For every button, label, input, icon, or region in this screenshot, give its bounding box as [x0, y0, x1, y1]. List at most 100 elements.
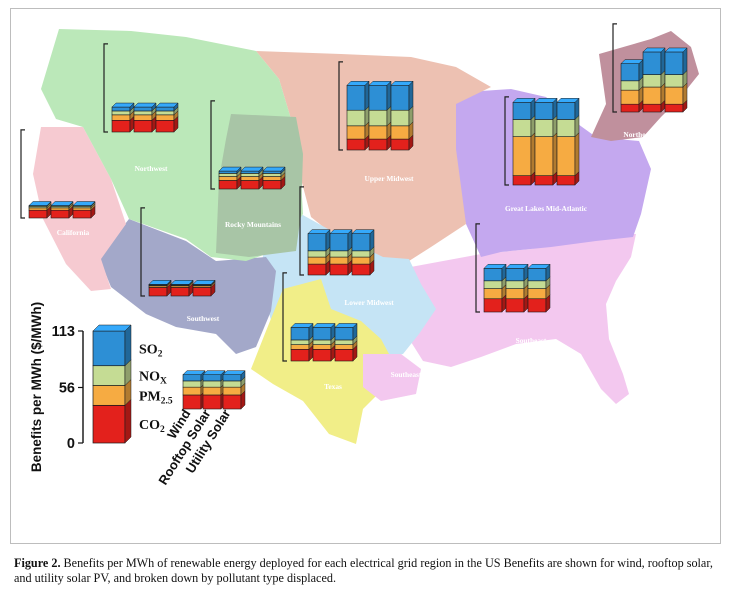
bar-southwest-utility-solar-co2-segment	[192, 287, 212, 297]
bar-lower-midwest-wind-co2-segment	[307, 263, 327, 276]
bar-great-lakes-mid-atlantic-rooftop-solar-co2-segment	[534, 175, 554, 186]
bar-rocky-mountains-wind-nox-segment	[218, 173, 238, 177]
bar-northeast-rooftop-solar-co2-segment	[642, 103, 662, 113]
bar-northwest-rooftop-solar-co2-segment	[133, 120, 153, 133]
bar-california-wind-co2-segment	[28, 209, 48, 219]
bar-california-rooftop-solar-co2-segment	[50, 209, 70, 219]
bar-texas-wind-co2-segment	[290, 348, 310, 362]
bar-lower-midwest-rooftop-solar-co2-segment	[329, 263, 349, 276]
bar-upper-midwest-rooftop-solar	[368, 80, 392, 151]
bar-southeast-wind-top-face	[483, 264, 507, 269]
bar-california-rooftop-solar	[50, 200, 74, 219]
bar-texas-rooftop-solar-pm2-5-segment	[312, 344, 332, 350]
bar-northeast-rooftop-solar-so2-side	[660, 47, 666, 76]
bar-lower-midwest-rooftop-solar-nox-segment	[329, 250, 349, 258]
scale-bracket-northwest	[103, 43, 108, 133]
bar-upper-midwest-rooftop-solar-nox-segment	[368, 109, 388, 127]
bar-rocky-mountains-rooftop-solar-so2-segment	[240, 170, 260, 174]
bar-northeast-utility-solar	[664, 47, 688, 113]
figure-frame: Northwest California Rocky Mountains Southw…	[10, 8, 721, 544]
bar-northeast-utility-solar-nox-segment	[664, 74, 684, 88]
region-label-southwest: Southwest	[187, 314, 220, 323]
caption-text: Benefits per MWh of renewable energy dep…	[14, 556, 713, 585]
bar-lower-midwest-wind	[307, 229, 331, 276]
legend-swatch-nox	[92, 365, 126, 386]
bar-northwest-utility-solar-nox-segment	[155, 110, 175, 116]
bar-rocky-mountains-wind-so2-segment	[218, 170, 238, 174]
bar-southwest-utility-solar	[192, 279, 216, 297]
bar-upper-midwest-wind-pm2-5-segment	[346, 125, 366, 140]
bar-southeast-wind-so2-segment	[483, 268, 503, 282]
bar-lower-midwest-wind-top-face	[307, 229, 331, 234]
bar-california-rooftop-solar-top-face	[50, 201, 74, 206]
bar-great-lakes-mid-atlantic-wind-pm2-5-side	[530, 132, 536, 177]
legend-example-bar-utility-solar-pm2-5-segment	[222, 386, 242, 396]
bar-great-lakes-mid-atlantic-rooftop-solar-pm2-5-side	[552, 132, 558, 177]
bar-upper-midwest-wind-top-face	[346, 81, 370, 86]
scale-bracket-southwest	[140, 207, 145, 297]
bar-southwest-rooftop-solar-co2-segment	[170, 287, 190, 297]
bar-northeast-wind-so2-segment	[620, 63, 640, 82]
region-label-upper-midwest: Upper Midwest	[365, 174, 414, 183]
bar-southeast-rooftop-solar-nox-segment	[505, 280, 525, 289]
bar-great-lakes-mid-atlantic-utility-solar-pm2-5-segment	[556, 136, 576, 176]
bar-rocky-mountains-wind-top-face	[218, 166, 242, 172]
bar-northeast-wind-top-face	[620, 59, 644, 64]
region-label-northeast: Northeast	[623, 130, 655, 139]
bar-southwest-wind-co2-segment	[148, 287, 168, 297]
bar-texas-utility-solar-co2-segment	[334, 348, 354, 362]
bar-upper-midwest-utility-solar-pm2-5-segment	[390, 125, 410, 140]
region-label-southeast: Southeast	[516, 336, 547, 345]
us-regions-chart: Northwest California Rocky Mountains Southw…	[20, 23, 699, 487]
bar-group-upper-midwest	[346, 80, 414, 151]
legend-example-bar-utility-solar-top-face	[222, 370, 246, 375]
bar-northwest-rooftop-solar	[133, 102, 157, 133]
bar-texas-utility-solar	[334, 322, 358, 362]
bar-great-lakes-mid-atlantic-rooftop-solar-pm2-5-segment	[534, 136, 554, 176]
bar-northeast-rooftop-solar-so2-segment	[642, 51, 662, 75]
bar-northwest-wind-nox-segment	[111, 110, 131, 116]
bar-northwest-rooftop-solar-so2-segment	[133, 106, 153, 112]
bar-southeast-wind-pm2-5-segment	[483, 288, 503, 300]
bar-northwest-wind	[111, 102, 135, 133]
region-label-great-lakes-mid-atlantic: Great Lakes Mid-Atlantic	[505, 204, 588, 213]
region-shape-texas	[251, 279, 396, 444]
bar-great-lakes-mid-atlantic-wind-nox-segment	[512, 119, 532, 137]
bar-california-wind-pm2-5-segment	[28, 207, 48, 211]
bar-group-california	[28, 200, 96, 219]
bar-northwest-wind-co2-segment	[111, 120, 131, 133]
bar-upper-midwest-utility-solar-so2-side	[408, 80, 414, 111]
legend-example-bar-rooftop-solar-top-face	[202, 370, 226, 375]
legend-label-so2: SO2	[139, 342, 163, 359]
scale-bracket-upper-midwest	[338, 61, 343, 151]
bar-upper-midwest-rooftop-solar-pm2-5-segment	[368, 125, 388, 140]
bar-rocky-mountains-rooftop-solar-top-face	[240, 166, 264, 172]
bar-lower-midwest-wind-so2-segment	[307, 233, 327, 252]
legend-example-bar-utility-solar-so2-segment	[222, 374, 242, 382]
bar-upper-midwest-wind-so2-segment	[346, 84, 366, 111]
bar-rocky-mountains-rooftop-solar-co2-segment	[240, 180, 260, 190]
bar-lower-midwest-utility-solar-co2-segment	[351, 263, 371, 276]
bar-great-lakes-mid-atlantic-wind-pm2-5-segment	[512, 136, 532, 176]
bar-northeast-wind-pm2-5-segment	[620, 89, 640, 105]
bar-texas-utility-solar-pm2-5-segment	[334, 344, 354, 350]
bar-california-wind	[28, 200, 52, 219]
bar-lower-midwest-utility-solar-pm2-5-segment	[351, 256, 371, 265]
bar-great-lakes-mid-atlantic-utility-solar-pm2-5-side	[574, 132, 580, 177]
legend-label-co2: CO2	[139, 418, 165, 435]
bar-texas-rooftop-solar-nox-segment	[312, 339, 332, 345]
legend-example-bar-wind-nox-segment	[182, 380, 202, 388]
legend-example-bar-utility-solar-co2-segment	[222, 394, 242, 410]
bar-southeast-utility-solar-top-face	[527, 264, 551, 269]
legend-example-bar-wind-top-face	[182, 370, 206, 375]
bar-southwest-rooftop-solar	[170, 279, 194, 297]
legend-swatch-pm2-5	[92, 385, 126, 406]
region-label-layer: Northwest California Rocky Mountains Southw…	[57, 130, 655, 391]
bar-southeast-utility-solar-pm2-5-segment	[527, 288, 547, 300]
bar-northwest-rooftop-solar-nox-segment	[133, 110, 153, 116]
bar-group-texas	[290, 322, 358, 362]
bar-upper-midwest-utility-solar-co2-segment	[390, 138, 410, 151]
bar-california-utility-solar	[72, 200, 96, 219]
bar-southeast-rooftop-solar-pm2-5-segment	[505, 288, 525, 300]
legend-example-bar-rooftop-solar-nox-segment	[202, 380, 222, 388]
